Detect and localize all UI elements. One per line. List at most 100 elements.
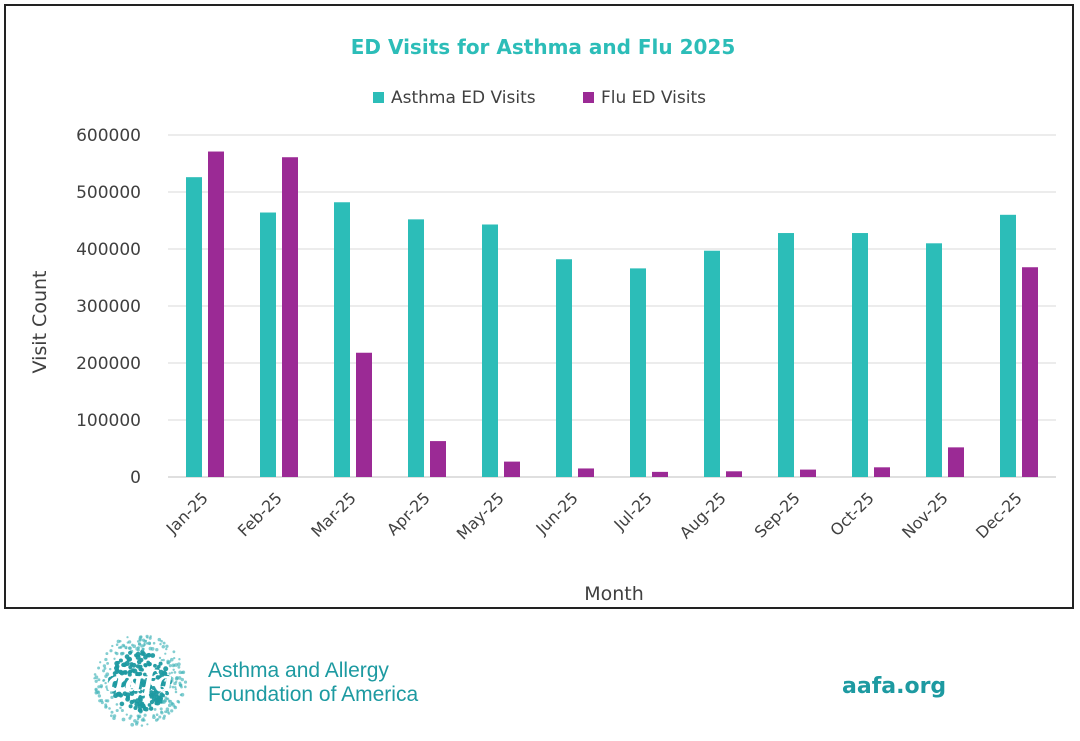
y-tick-label: 0 bbox=[130, 468, 141, 488]
logo-dot bbox=[162, 641, 166, 645]
logo-dot bbox=[180, 685, 183, 689]
logo-dot bbox=[174, 686, 177, 689]
logo-dot bbox=[125, 692, 131, 698]
org-name-line2: Foundation of America bbox=[208, 683, 419, 706]
logo-dot bbox=[119, 640, 122, 643]
logo-dot bbox=[116, 660, 120, 665]
logo-dot bbox=[168, 664, 172, 668]
logo-dot bbox=[116, 684, 121, 689]
logo-dot bbox=[110, 714, 113, 718]
logo-dot bbox=[150, 653, 156, 658]
logo-dot bbox=[136, 718, 140, 721]
logo-dot bbox=[140, 694, 145, 699]
asthma-bar bbox=[334, 202, 350, 477]
aafa-logo: aafa bbox=[93, 634, 188, 727]
logo-dot bbox=[104, 674, 108, 678]
logo-dot bbox=[180, 677, 185, 682]
asthma-bar bbox=[556, 259, 572, 477]
logo-dot bbox=[137, 684, 142, 690]
asthma-bar bbox=[704, 250, 720, 477]
logo-dot bbox=[160, 659, 163, 662]
legend-swatch bbox=[583, 92, 594, 103]
bars bbox=[186, 151, 1038, 478]
logo-dot bbox=[138, 664, 143, 669]
logo-dot bbox=[113, 657, 116, 660]
y-tick-label: 100000 bbox=[76, 411, 141, 431]
logo-dot bbox=[119, 651, 124, 656]
logo-dot bbox=[99, 661, 102, 664]
logo-dot bbox=[155, 675, 161, 680]
logo-dot bbox=[138, 635, 143, 639]
logo-dot bbox=[149, 694, 154, 699]
logo-dot bbox=[115, 708, 119, 713]
logo-dot bbox=[128, 665, 133, 670]
logo-dot bbox=[161, 693, 165, 698]
website-link[interactable]: aafa.org bbox=[842, 674, 947, 699]
logo-dot bbox=[164, 687, 169, 693]
logo-dot bbox=[118, 658, 123, 663]
logo-dot bbox=[173, 705, 178, 710]
logo-dot bbox=[167, 679, 172, 684]
logo-dot bbox=[142, 689, 147, 694]
asthma-bar bbox=[408, 219, 424, 478]
logo-dot bbox=[127, 656, 133, 662]
logo-dot bbox=[149, 690, 154, 695]
logo-dot bbox=[125, 713, 128, 716]
logo-dot bbox=[97, 678, 101, 682]
logo-dot bbox=[94, 679, 98, 683]
logo-dot bbox=[115, 643, 119, 646]
logo-dot bbox=[172, 668, 175, 672]
logo-dot bbox=[167, 684, 172, 689]
logo-dot bbox=[105, 652, 109, 656]
logo-dot bbox=[161, 645, 166, 649]
logo-dot bbox=[138, 642, 142, 646]
logo-dot bbox=[135, 671, 140, 677]
logo-dot bbox=[140, 718, 145, 722]
logo-dot bbox=[158, 661, 163, 666]
logo-dot bbox=[113, 680, 117, 685]
logo-dot bbox=[179, 693, 183, 697]
logo-dot bbox=[177, 665, 181, 669]
logo-dot bbox=[118, 693, 124, 698]
logo-dot bbox=[121, 717, 126, 722]
logo-dot bbox=[149, 635, 152, 638]
logo-dot bbox=[158, 715, 162, 719]
organization-name: Asthma and Allergy Foundation of America bbox=[208, 659, 418, 707]
logo-dot bbox=[103, 666, 107, 670]
logo-dot bbox=[104, 705, 108, 709]
flu-bar bbox=[800, 469, 816, 477]
logo-dot bbox=[140, 724, 144, 727]
logo-dot bbox=[140, 667, 144, 672]
org-name-line1: Asthma and Allergy bbox=[208, 659, 389, 682]
flu-bar bbox=[208, 151, 224, 477]
logo-dot bbox=[170, 671, 174, 674]
logo-dot bbox=[171, 685, 175, 689]
logo-dot bbox=[128, 650, 133, 655]
logo-dot bbox=[132, 644, 137, 649]
logo-dot bbox=[163, 714, 166, 718]
logo-dot bbox=[160, 639, 163, 643]
logo-dot bbox=[146, 723, 149, 726]
logo-dot bbox=[97, 666, 101, 670]
chart-title: ED Visits for Asthma and Flu 2025 bbox=[351, 35, 736, 59]
logo-dot bbox=[144, 639, 148, 643]
logo-dot bbox=[136, 659, 142, 665]
logo-dot bbox=[173, 671, 177, 674]
y-tick-label: 600000 bbox=[76, 126, 141, 146]
asthma-bar bbox=[926, 243, 942, 477]
logo-dot bbox=[120, 708, 124, 713]
logo-dot bbox=[142, 672, 147, 677]
asthma-bar bbox=[1000, 214, 1016, 478]
logo-dot bbox=[151, 670, 156, 676]
flu-bar bbox=[874, 467, 890, 477]
logo-dot bbox=[153, 707, 157, 711]
logo-dot bbox=[147, 703, 152, 707]
logo-dot bbox=[154, 718, 159, 722]
logo-dot bbox=[134, 653, 138, 658]
logo-dot bbox=[162, 658, 165, 662]
logo-dot bbox=[164, 710, 167, 714]
logo-dot bbox=[174, 690, 178, 694]
logo-dot bbox=[152, 714, 156, 717]
y-tick-label: 400000 bbox=[76, 240, 141, 260]
x-tick-label: Dec-25 bbox=[972, 488, 1026, 542]
